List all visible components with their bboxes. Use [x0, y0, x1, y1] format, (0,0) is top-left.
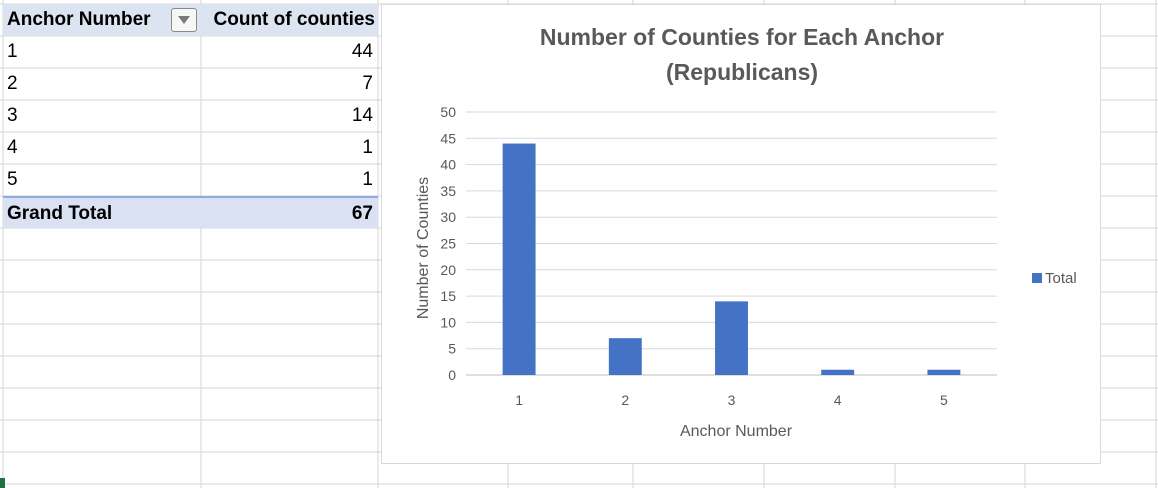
x-tick-label: 2 — [621, 392, 629, 408]
bar[interactable] — [502, 143, 536, 375]
pivot-row-count[interactable]: 1 — [362, 137, 373, 158]
y-tick-labels: 0 5 10 15 20 25 30 35 40 45 50 — [440, 104, 456, 383]
pivot-row-count[interactable]: 44 — [351, 41, 373, 62]
legend[interactable]: Total — [1032, 270, 1077, 287]
filter-dropdown-button[interactable] — [171, 8, 197, 32]
y-tick-label: 0 — [448, 367, 456, 383]
bar[interactable] — [821, 369, 855, 375]
pivot-row-label[interactable]: 5 — [7, 169, 18, 190]
x-tick-label: 4 — [834, 392, 842, 408]
y-tick-label: 20 — [440, 262, 456, 278]
pivot-row-label[interactable]: 2 — [7, 73, 18, 94]
y-tick-label: 10 — [440, 314, 456, 330]
bar[interactable] — [715, 301, 748, 375]
y-axis-title: Number of Counties — [415, 177, 432, 319]
x-axis-title: Anchor Number — [680, 423, 793, 440]
y-tick-label: 15 — [440, 288, 456, 304]
pivot-row-count[interactable]: 14 — [351, 105, 373, 126]
pivot-row-count[interactable]: 7 — [362, 73, 373, 94]
bar-chart: Number of Counties for Each Anchor (Repu… — [415, 24, 1077, 440]
pivot-header-anchor-number[interactable]: Anchor Number — [3, 4, 201, 36]
grand-total-label[interactable]: Grand Total — [3, 196, 201, 228]
legend-label: Total — [1045, 270, 1077, 287]
y-tick-label: 35 — [440, 183, 456, 199]
pivot-header-count-label: Count of counties — [213, 9, 375, 30]
pivot-header-count[interactable]: Count of counties — [201, 4, 378, 36]
x-tick-labels: 1 2 3 4 5 — [515, 392, 948, 408]
x-tick-label: 5 — [940, 392, 948, 408]
pivot-row-label[interactable]: 3 — [7, 105, 18, 126]
y-tick-label: 45 — [440, 130, 456, 146]
sheet-corner-marker — [0, 478, 5, 488]
pivot-row-label[interactable]: 4 — [7, 137, 18, 158]
bars — [502, 143, 961, 375]
grand-total-count[interactable]: 67 — [201, 196, 378, 228]
chart-title-line-1: Number of Counties for Each Anchor — [540, 24, 944, 50]
legend-swatch — [1032, 273, 1042, 283]
x-tick-label: 1 — [515, 392, 523, 408]
chart-area[interactable]: Number of Counties for Each Anchor (Repu… — [381, 4, 1101, 464]
y-tick-label: 5 — [448, 341, 456, 357]
y-tick-label: 25 — [440, 236, 456, 252]
y-tick-label: 30 — [440, 209, 456, 225]
pivot-row-label[interactable]: 1 — [7, 41, 18, 62]
gridlines — [466, 111, 997, 376]
pivot-row-count[interactable]: 1 — [362, 169, 373, 190]
bar[interactable] — [927, 369, 961, 375]
y-tick-label: 40 — [440, 157, 456, 173]
chevron-down-icon — [178, 16, 190, 24]
chart-title-line-2: (Republicans) — [666, 59, 818, 85]
y-tick-label: 50 — [440, 104, 456, 120]
bar[interactable] — [608, 338, 642, 375]
x-tick-label: 3 — [728, 392, 736, 408]
pivot-header-anchor-label: Anchor Number — [7, 9, 151, 30]
